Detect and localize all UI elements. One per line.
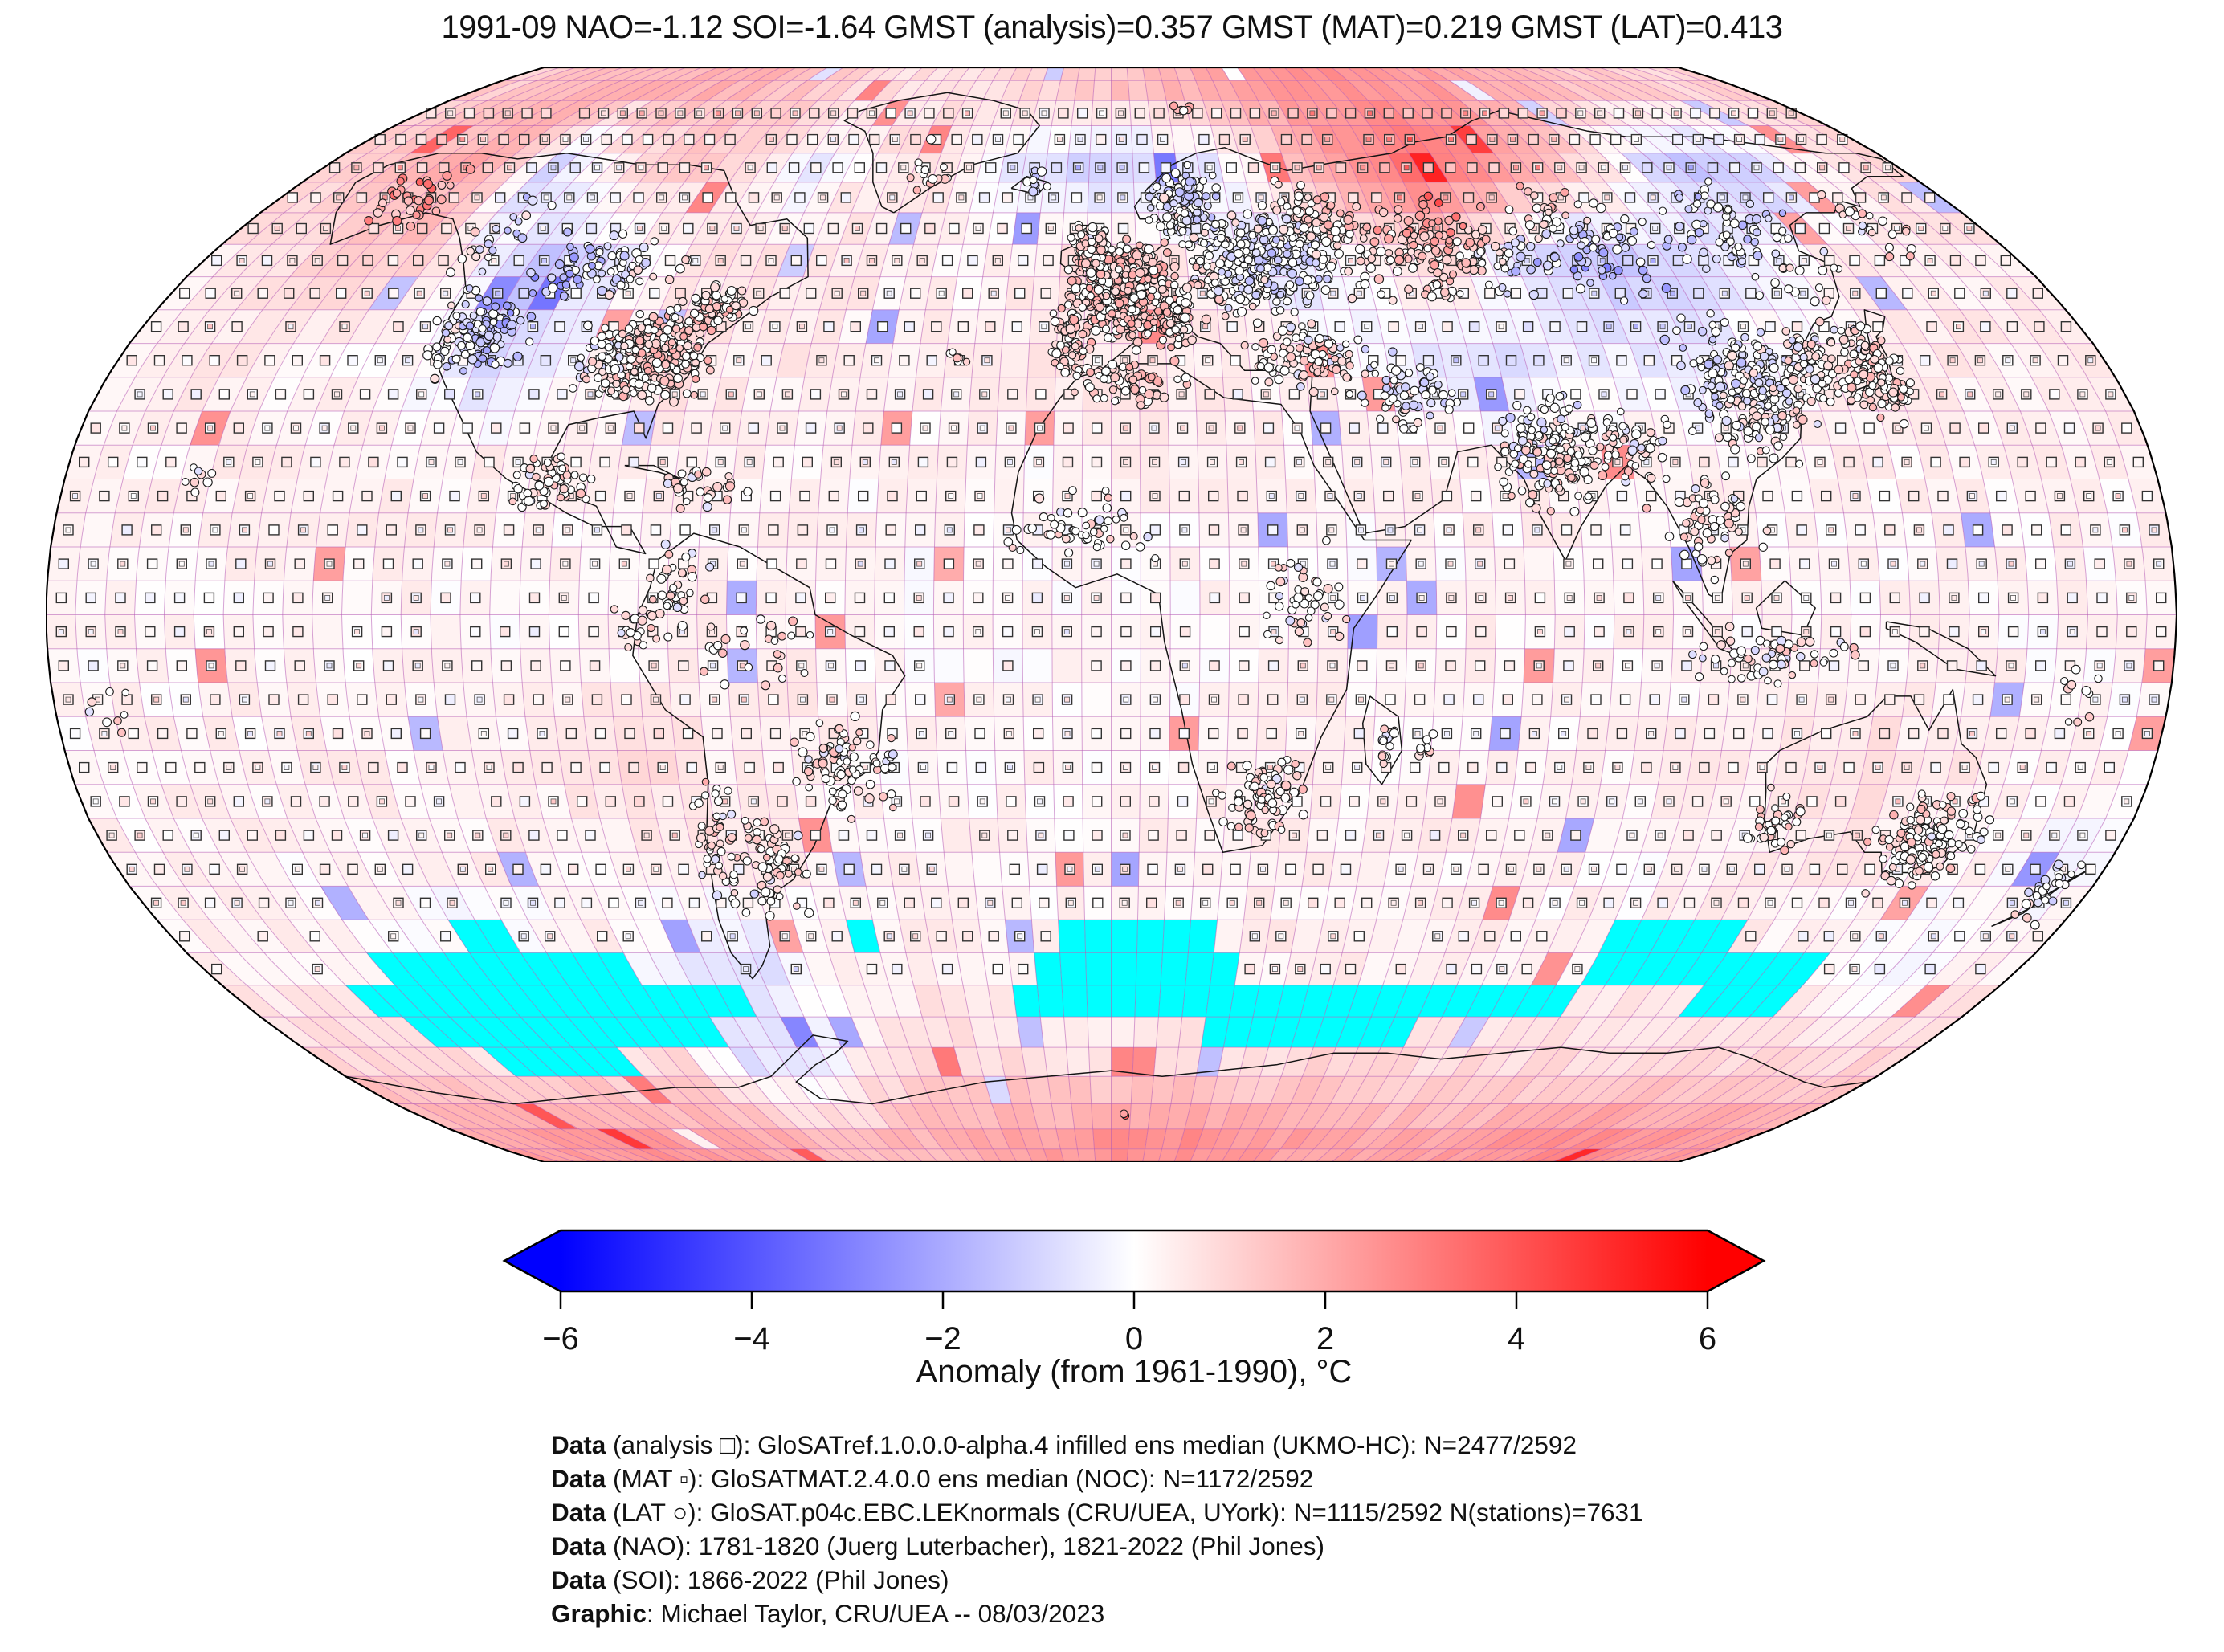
footer-line-prefix: Graphic (551, 1599, 647, 1628)
station-markers (84, 101, 2103, 1120)
footer-line-text: (MAT ▫): GloSATMAT.2.4.0.0 ens median (N… (606, 1464, 1314, 1493)
footer-line-lat: Data (LAT ○): GloSAT.p04c.EBC.LEKnormals… (551, 1495, 1643, 1529)
colorbar-tick-label: −6 (542, 1321, 579, 1356)
footer-line-nao: Data (NAO): 1781-1820 (Juerg Luterbacher… (551, 1529, 1643, 1563)
colorbar-label: Anomaly (from 1961-1990), °C (916, 1354, 1353, 1389)
footer-line-text: (SOI): 1866-2022 (Phil Jones) (606, 1565, 949, 1594)
footer-line-text: (analysis □): GloSATref.1.0.0.0-alpha.4 … (606, 1430, 1577, 1459)
colorbar-gradient (502, 1229, 1766, 1293)
footer-line-graphic: Graphic: Michael Taylor, CRU/UEA -- 08/0… (551, 1597, 1643, 1630)
footer-line-text: : Michael Taylor, CRU/UEA -- 08/03/2023 (647, 1599, 1105, 1628)
footer-line-soi: Data (SOI): 1866-2022 (Phil Jones) (551, 1563, 1643, 1597)
colorbar-tick-label: 0 (1125, 1321, 1143, 1356)
colorbar-tick-label: 4 (1508, 1321, 1525, 1356)
footer-line-prefix: Data (551, 1532, 606, 1560)
footer-line-text: (LAT ○): GloSAT.p04c.EBC.LEKnormals (CRU… (606, 1498, 1643, 1527)
analysis-and-mat-markers (55, 108, 2167, 975)
colorbar-tick-label: 6 (1699, 1321, 1716, 1356)
colorbar-tick-label: −2 (924, 1321, 961, 1356)
anomaly-map (46, 67, 2177, 1162)
footer-line-mat: Data (MAT ▫): GloSATMAT.2.4.0.0 ens medi… (551, 1462, 1643, 1495)
footer-line-prefix: Data (551, 1464, 606, 1493)
colorbar-tick-label: 2 (1316, 1321, 1334, 1356)
colorbar-tick-label: −4 (733, 1321, 770, 1356)
footer-line-analysis: Data (analysis □): GloSATref.1.0.0.0-alp… (551, 1428, 1643, 1462)
colorbar: −6 −4 −2 0 2 4 6 (502, 1229, 1766, 1356)
footer-line-prefix: Data (551, 1498, 606, 1527)
figure-title: 1991-09 NAO=-1.12 SOI=-1.64 GMST (analys… (441, 10, 1783, 45)
footer-line-prefix: Data (551, 1430, 606, 1459)
footer-credits: Data (analysis □): GloSATref.1.0.0.0-alp… (551, 1428, 1643, 1630)
footer-line-prefix: Data (551, 1565, 606, 1594)
map-outline (46, 67, 2177, 1162)
footer-line-text: (NAO): 1781-1820 (Juerg Luterbacher), 18… (606, 1532, 1325, 1560)
